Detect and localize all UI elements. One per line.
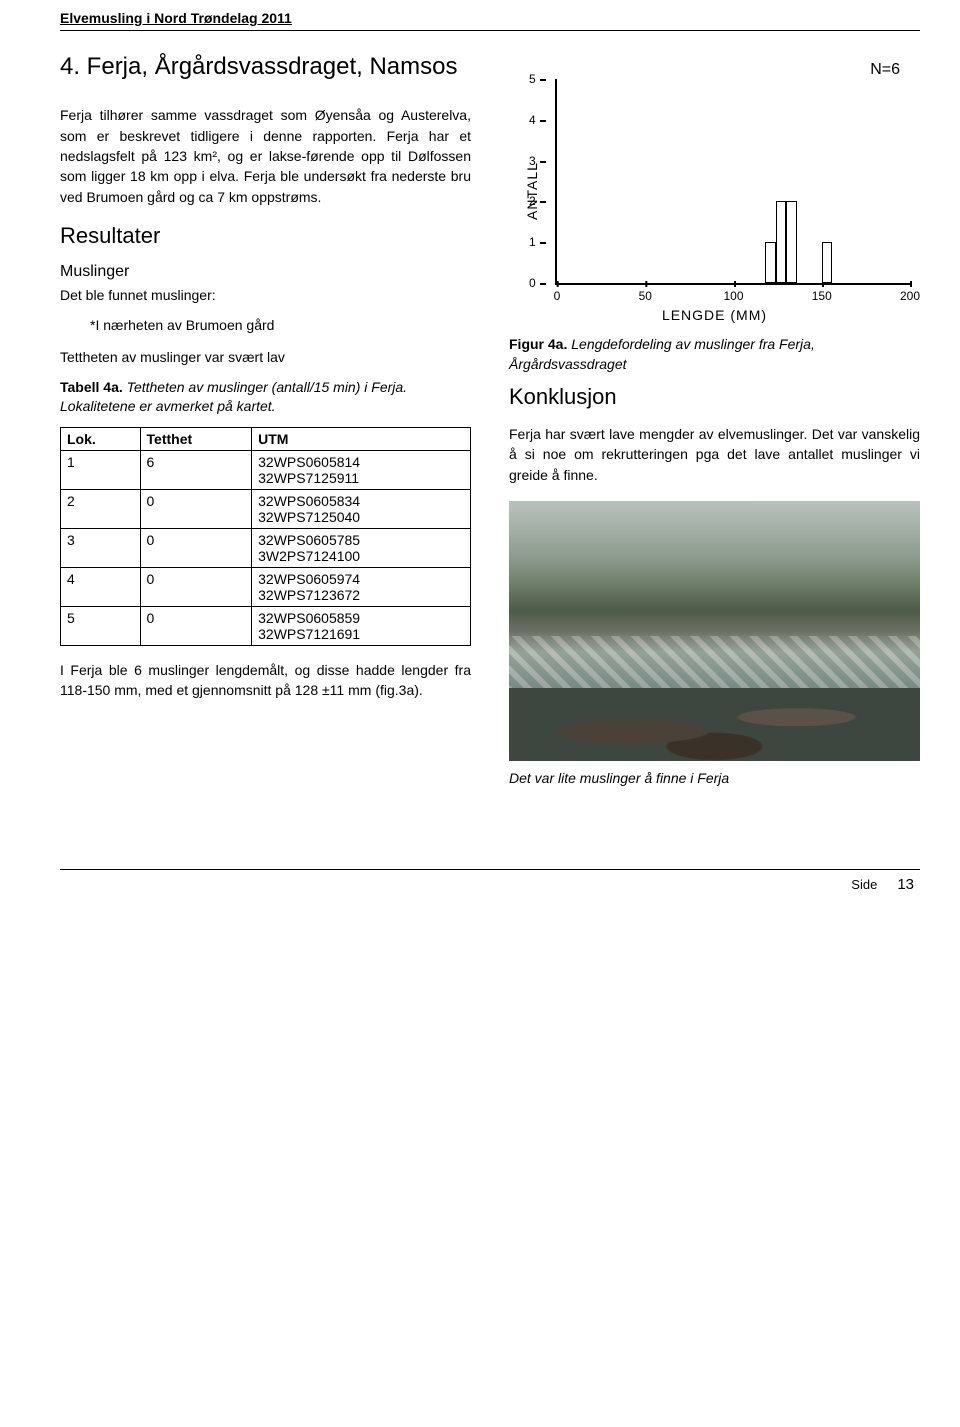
footer-side-label: Side (851, 877, 877, 892)
table-cell: 32WPS06057853W2PS7124100 (252, 528, 471, 567)
running-header: Elvemusling i Nord Trøndelag 2011 (0, 0, 960, 30)
header-rule (60, 30, 920, 31)
chart-y-axis-label: ANTALL (524, 162, 540, 220)
figure4a-caption: Figur 4a. Lengdefordeling av muslinger f… (509, 335, 920, 374)
two-column-layout: 4. Ferja, Årgårdsvassdraget, Namsos Ferj… (60, 51, 920, 799)
line-density: Tettheten av muslinger var svært lav (60, 347, 471, 367)
table-4a: Lok. Tetthet UTM 1632WPS060581432WPS7125… (60, 427, 471, 646)
konklusjon-paragraph: Ferja har svært lave mengder av elvemusl… (509, 424, 920, 485)
intro-paragraph: Ferja tilhører samme vassdraget som Øyen… (60, 105, 471, 206)
chart-bar (776, 201, 787, 283)
right-column: N=6 ANTALL LENGDE (MM) 01234505010015020… (509, 51, 920, 799)
col-utm: UTM (252, 427, 471, 450)
chart-ytick: 0 (529, 276, 536, 290)
chart-ytick: 1 (529, 235, 536, 249)
photo-caption: Det var lite muslinger å finne i Ferja (509, 769, 920, 789)
table-cell: 32WPS060581432WPS7125911 (252, 450, 471, 489)
river-photo (509, 501, 920, 761)
location-indent: *I nærheten av Brumoen gård (90, 315, 471, 335)
table-cell: 0 (140, 606, 252, 645)
subsection-muslinger: Muslinger (60, 263, 471, 281)
section-konklusjon: Konklusjon (509, 384, 920, 410)
line-found: Det ble funnet muslinger: (60, 285, 471, 305)
chart-xtick: 200 (900, 289, 920, 303)
table-cell: 32WPS060585932WPS7121691 (252, 606, 471, 645)
table-row: 4032WPS060597432WPS7123672 (61, 567, 471, 606)
table4a-caption: Tabell 4a. Tettheten av muslinger (antal… (60, 378, 471, 417)
chart-bar (786, 201, 797, 283)
table-cell: 3 (61, 528, 141, 567)
section-resultater: Resultater (60, 223, 471, 249)
table-row: 5032WPS060585932WPS7121691 (61, 606, 471, 645)
chart-xtick: 150 (812, 289, 832, 303)
chart-ytick: 2 (529, 194, 536, 208)
chart-xtick: 100 (723, 289, 743, 303)
page-footer: Side 13 (0, 870, 960, 909)
table4a-caption-lead: Tabell 4a. (60, 379, 123, 395)
table-body: 1632WPS060581432WPS71259112032WPS0605834… (61, 450, 471, 645)
table-cell: 0 (140, 489, 252, 528)
table-cell: 1 (61, 450, 141, 489)
chart-x-axis-label: LENGDE (MM) (662, 307, 767, 323)
table-cell: 6 (140, 450, 252, 489)
table-cell: 4 (61, 567, 141, 606)
page-title: 4. Ferja, Årgårdsvassdraget, Namsos (60, 51, 471, 83)
left-column: 4. Ferja, Årgårdsvassdraget, Namsos Ferj… (60, 51, 471, 799)
chart-ytick: 5 (529, 72, 536, 86)
table-cell: 0 (140, 528, 252, 567)
table-cell: 32WPS060583432WPS7125040 (252, 489, 471, 528)
table-row: 1632WPS060581432WPS7125911 (61, 450, 471, 489)
chart-bar (822, 242, 833, 283)
chart-xtick: 0 (554, 289, 561, 303)
col-lok: Lok. (61, 427, 141, 450)
chart-plot-area: 012345050100150200 (555, 79, 910, 285)
figure4a-caption-lead: Figur 4a. (509, 336, 567, 352)
chart-xtick: 50 (639, 289, 652, 303)
table-cell: 32WPS060597432WPS7123672 (252, 567, 471, 606)
table-cell: 5 (61, 606, 141, 645)
col-tetthet: Tetthet (140, 427, 252, 450)
table-cell: 2 (61, 489, 141, 528)
chart-ytick: 3 (529, 154, 536, 168)
chart-n-label: N=6 (870, 61, 900, 79)
table-cell: 0 (140, 567, 252, 606)
histogram-chart: N=6 ANTALL LENGDE (MM) 01234505010015020… (509, 61, 920, 321)
table-row: 2032WPS060583432WPS7125040 (61, 489, 471, 528)
table-header-row: Lok. Tetthet UTM (61, 427, 471, 450)
chart-ytick: 4 (529, 113, 536, 127)
chart-bar (765, 242, 776, 283)
page-body: 4. Ferja, Årgårdsvassdraget, Namsos Ferj… (0, 51, 960, 829)
table-row: 3032WPS06057853W2PS7124100 (61, 528, 471, 567)
footer-page-number: 13 (897, 876, 914, 893)
paragraph-after-table: I Ferja ble 6 muslinger lengdemålt, og d… (60, 660, 471, 701)
